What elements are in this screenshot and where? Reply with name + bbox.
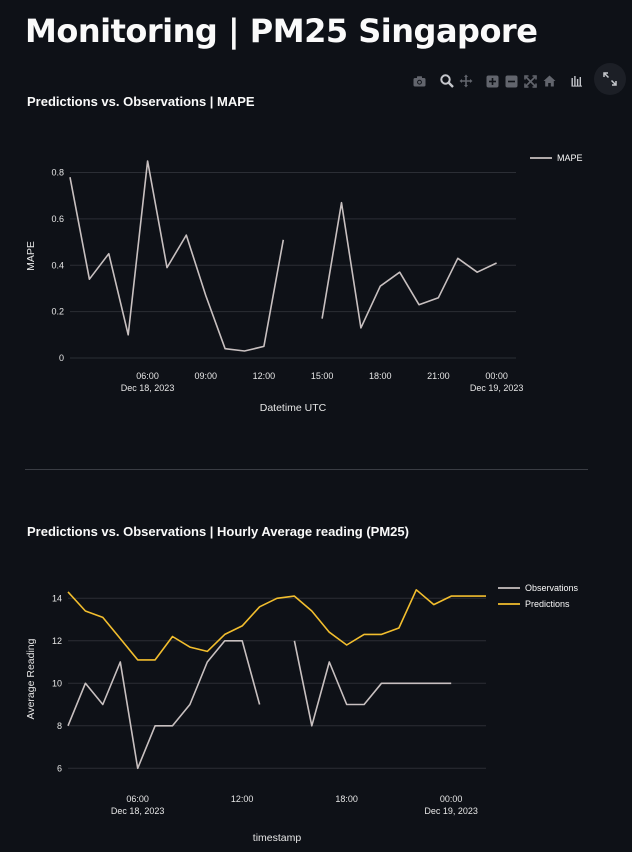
y-tick-label: 6: [57, 763, 62, 773]
chart-modebar: [410, 72, 586, 90]
x-tick-label: 06:00: [136, 371, 159, 381]
zoom-out-icon[interactable]: [502, 72, 521, 90]
x-date-label: Dec 18, 2023: [121, 383, 175, 393]
x-tick-label: 21:00: [427, 371, 450, 381]
y-tick-label: 0: [59, 353, 64, 363]
hourly-average-chart: Predictions vs. Observations | Hourly Av…: [0, 515, 632, 845]
x-axis-title: timestamp: [253, 832, 302, 844]
x-tick-label: 12:00: [231, 794, 254, 804]
page-title: Monitoring | PM25 Singapore: [25, 12, 537, 50]
legend-label: Observations: [525, 583, 579, 593]
y-axis-title: Average Reading: [25, 638, 37, 719]
x-tick-label: 12:00: [253, 371, 276, 381]
y-tick-label: 10: [52, 678, 62, 688]
y-tick-label: 8: [57, 721, 62, 731]
x-tick-label: 06:00: [126, 794, 149, 804]
reset-home-icon[interactable]: [540, 72, 559, 90]
chart-title: Predictions vs. Observations | Hourly Av…: [27, 524, 409, 539]
section-divider: [25, 469, 588, 470]
x-tick-label: 15:00: [311, 371, 334, 381]
x-date-label: Dec 19, 2023: [470, 383, 524, 393]
x-axis-title: Datetime UTC: [260, 402, 327, 414]
pan-icon[interactable]: [456, 72, 475, 90]
legend-label: Predictions: [525, 599, 570, 609]
y-tick-label: 0.4: [51, 260, 64, 270]
series-line-predictions: [68, 590, 486, 660]
x-tick-label: 18:00: [369, 371, 392, 381]
series-line-observations: [68, 641, 451, 769]
x-date-label: Dec 19, 2023: [424, 806, 478, 816]
y-tick-label: 0.8: [51, 168, 64, 178]
x-tick-label: 18:00: [335, 794, 358, 804]
x-date-label: Dec 18, 2023: [111, 806, 165, 816]
y-axis-title: MAPE: [25, 241, 37, 271]
x-tick-label: 09:00: [194, 371, 217, 381]
y-tick-label: 12: [52, 636, 62, 646]
zoom-icon[interactable]: [437, 72, 456, 90]
series-line-mape: [70, 161, 497, 351]
legend-label: MAPE: [557, 153, 583, 163]
y-tick-label: 14: [52, 593, 62, 603]
spikelines-icon[interactable]: [567, 72, 586, 90]
autoscale-icon[interactable]: [521, 72, 540, 90]
x-tick-label: 00:00: [485, 371, 508, 381]
zoom-in-icon[interactable]: [483, 72, 502, 90]
camera-icon[interactable]: [410, 72, 429, 90]
fullscreen-icon: [603, 72, 617, 86]
chart-title: Predictions vs. Observations | MAPE: [27, 94, 255, 109]
y-tick-label: 0.6: [51, 214, 64, 224]
mape-chart: Predictions vs. Observations | MAPE 0 0.2 0…: [0, 90, 632, 510]
x-tick-label: 00:00: [440, 794, 463, 804]
y-tick-label: 0.2: [51, 307, 64, 317]
